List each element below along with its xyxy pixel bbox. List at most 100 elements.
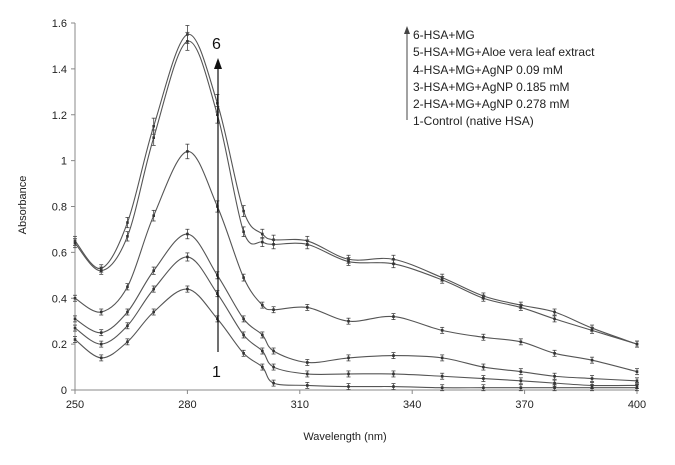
data-point: [261, 349, 264, 353]
data-point: [216, 101, 219, 105]
legend-entry-3: 3-HSA+MG+AgNP 0.185 mM: [413, 80, 570, 94]
series-line: [74, 256, 638, 387]
y-tick-label: 0.2: [52, 339, 67, 351]
data-point: [519, 386, 523, 390]
data-point: [186, 232, 189, 236]
data-point: [242, 333, 245, 337]
data-point: [152, 124, 155, 128]
data-point: [152, 310, 155, 314]
series-line: [74, 150, 638, 373]
data-point: [305, 384, 309, 387]
data-point: [272, 381, 275, 385]
data-point: [392, 354, 395, 357]
data-point: [126, 285, 129, 289]
data-point: [126, 340, 129, 344]
data-point: [635, 342, 639, 346]
data-point: [272, 349, 275, 353]
data-point: [519, 306, 523, 309]
data-point: [152, 214, 155, 217]
data-point: [272, 243, 275, 246]
data-point: [126, 324, 129, 328]
data-point: [216, 274, 219, 277]
y-tick-label: 1: [61, 156, 67, 168]
data-point: [347, 319, 350, 323]
data-point: [242, 230, 245, 234]
data-point: [440, 329, 444, 332]
data-point: [73, 326, 77, 330]
data-point: [553, 310, 556, 314]
data-point: [305, 306, 309, 309]
data-point: [635, 379, 639, 383]
data-point: [126, 310, 129, 314]
data-point: [126, 221, 129, 224]
data-point: [482, 386, 485, 390]
data-point: [99, 356, 103, 360]
series-line: [74, 288, 637, 389]
data-point: [272, 365, 275, 369]
data-point: [261, 333, 264, 337]
legend-entry-4: 4-HSA+MG+AgNP 0.09 mM: [413, 63, 563, 77]
data-point: [261, 365, 264, 369]
data-point: [392, 257, 395, 261]
data-point: [392, 385, 395, 388]
y-tick-label: 0.8: [52, 202, 67, 214]
series-line: [74, 233, 638, 382]
data-point: [261, 232, 264, 236]
x-tick-label: 340: [403, 399, 421, 411]
arrow-label-top: 6: [212, 36, 221, 53]
data-point: [590, 377, 594, 380]
data-point: [553, 386, 556, 390]
data-point: [99, 331, 103, 334]
data-point: [482, 335, 485, 339]
data-point: [440, 374, 444, 378]
x-tick-label: 310: [291, 399, 309, 411]
data-point: [305, 372, 309, 376]
legend-arrow-head: [404, 26, 410, 34]
data-point: [73, 317, 77, 321]
series-5: [73, 31, 639, 348]
data-point: [347, 356, 350, 360]
data-point: [216, 292, 219, 295]
data-point: [152, 136, 155, 139]
y-tick-label: 0.4: [52, 293, 67, 305]
legend: 6-HSA+MG 5-HSA+MG+Aloe vera leaf extract…: [404, 26, 595, 128]
x-tick-label: 370: [515, 399, 533, 411]
data-point: [186, 255, 189, 259]
trend-arrow-head: [214, 58, 222, 69]
x-tick-label: 280: [178, 399, 196, 411]
data-point: [99, 342, 103, 346]
data-point: [73, 296, 77, 300]
y-tick-label: 1.2: [52, 110, 67, 122]
data-point: [392, 262, 395, 266]
y-tick-label: 1.6: [52, 18, 67, 30]
data-point: [553, 352, 556, 355]
data-point: [152, 269, 155, 273]
series-1: [73, 285, 639, 392]
data-point: [392, 372, 395, 376]
data-point: [152, 287, 155, 291]
data-point: [347, 260, 350, 263]
data-point: [242, 317, 245, 321]
data-point: [186, 150, 189, 153]
y-tick-label: 0.6: [52, 247, 67, 259]
data-point: [305, 361, 309, 364]
data-point: [126, 235, 129, 238]
data-point: [590, 386, 594, 390]
data-point: [440, 356, 444, 360]
data-point: [73, 241, 77, 245]
data-point: [73, 338, 77, 341]
data-point: [242, 276, 245, 279]
data-point: [590, 358, 594, 362]
data-point: [392, 315, 395, 318]
y-axis-title: Absorbance: [17, 176, 29, 235]
legend-entry-2: 2-HSA+MG+AgNP 0.278 mM: [413, 97, 570, 111]
data-point: [482, 365, 485, 369]
data-point: [261, 303, 264, 307]
data-point: [186, 40, 189, 43]
annotation-layer: 6 1: [212, 36, 222, 381]
data-point: [261, 240, 264, 244]
data-point: [347, 385, 350, 388]
data-point: [482, 377, 485, 380]
